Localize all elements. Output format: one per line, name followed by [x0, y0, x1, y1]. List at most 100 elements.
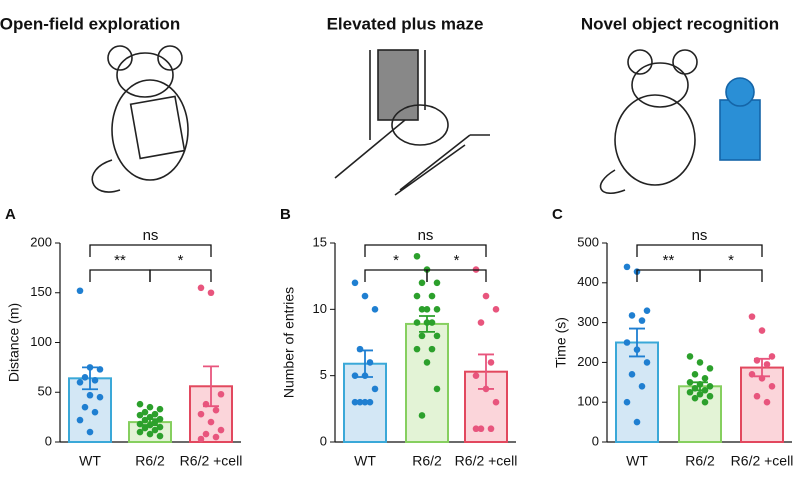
significance-label: * — [393, 252, 399, 269]
data-point — [351, 398, 359, 406]
y-tick-label: 0 — [45, 433, 52, 448]
data-point — [76, 379, 84, 386]
data-point — [701, 375, 709, 382]
data-point — [91, 377, 99, 384]
data-point — [428, 319, 436, 326]
data-point — [418, 306, 426, 313]
data-point — [686, 379, 694, 386]
panel-label: C — [552, 206, 563, 223]
data-point — [643, 307, 651, 314]
data-point — [768, 382, 776, 390]
data-point — [217, 390, 225, 398]
data-point — [477, 425, 485, 433]
data-point — [351, 372, 359, 379]
chart-title: Novel object recognition — [581, 14, 779, 33]
data-point — [197, 435, 205, 443]
data-point — [706, 365, 714, 372]
x-tick-label: R6/2 +cell — [731, 453, 794, 469]
data-point — [197, 284, 205, 292]
data-point — [413, 319, 421, 326]
data-point — [356, 345, 364, 353]
panel-label: B — [280, 206, 291, 223]
y-axis-label: Time (s) — [553, 317, 569, 368]
data-point — [151, 418, 159, 426]
y-tick-label: 500 — [577, 234, 599, 249]
y-tick-label: 200 — [577, 354, 599, 369]
data-point — [748, 371, 756, 378]
bar — [464, 370, 508, 444]
significance-bracket — [426, 269, 487, 282]
significance-label: ** — [663, 252, 675, 269]
significance-label: * — [728, 252, 734, 269]
x-tick-label: WT — [354, 453, 376, 469]
significance-label: ns — [143, 227, 159, 244]
data-point — [472, 372, 480, 379]
y-tick-label: 0 — [592, 433, 599, 448]
data-point — [86, 428, 94, 436]
data-point — [768, 353, 776, 360]
data-point — [628, 371, 636, 378]
y-tick-label: 200 — [30, 234, 52, 249]
data-point — [753, 357, 761, 364]
significance-label: ** — [114, 252, 126, 269]
data-point — [76, 416, 84, 424]
significance-bracket — [89, 244, 212, 257]
data-point — [758, 375, 766, 382]
y-tick-label: 5 — [320, 367, 327, 382]
data-point — [482, 385, 490, 393]
data-point — [753, 392, 761, 400]
data-point — [146, 413, 154, 421]
data-point — [628, 312, 636, 319]
data-point — [418, 332, 426, 340]
x-tick-label: R6/2 — [685, 453, 715, 469]
y-axis-label: Distance (m) — [6, 303, 22, 382]
data-point — [136, 400, 144, 408]
y-tick-label: 100 — [30, 334, 52, 349]
x-tick-label: WT — [626, 453, 648, 469]
data-point — [156, 423, 164, 431]
data-point — [91, 408, 99, 416]
data-point — [361, 292, 369, 300]
data-point — [136, 420, 144, 428]
data-point — [763, 398, 771, 406]
data-point — [428, 292, 436, 300]
data-point — [748, 313, 756, 320]
y-tick-label: 150 — [30, 284, 52, 299]
data-point — [361, 398, 369, 406]
data-point — [81, 374, 89, 381]
data-point — [371, 385, 379, 393]
data-point — [202, 430, 210, 438]
data-point — [202, 400, 210, 408]
y-tick-label: 50 — [38, 384, 52, 399]
data-point — [433, 332, 441, 340]
data-point — [86, 364, 94, 371]
data-point — [81, 403, 89, 411]
chart-title: Open-field exploration — [0, 14, 180, 33]
data-point — [141, 408, 149, 416]
significance-bracket — [636, 244, 763, 257]
data-point — [146, 403, 154, 411]
data-point — [706, 392, 714, 400]
data-point — [146, 430, 154, 438]
data-point — [472, 425, 480, 433]
data-point — [141, 424, 149, 432]
data-point — [633, 346, 641, 353]
data-point — [763, 361, 771, 368]
data-point — [643, 359, 651, 366]
data-point — [366, 398, 374, 406]
data-point — [366, 359, 374, 366]
mouse-lego-sketch — [599, 49, 761, 195]
y-tick-label: 400 — [577, 274, 599, 289]
panel-label: A — [5, 206, 16, 223]
significance-bracket — [364, 244, 487, 257]
data-point — [86, 391, 94, 399]
y-tick-label: 100 — [577, 394, 599, 409]
data-point — [136, 411, 144, 419]
data-point — [423, 306, 431, 313]
data-point — [487, 359, 495, 366]
data-point — [686, 353, 694, 360]
significance-label: * — [178, 252, 184, 269]
data-point — [96, 366, 104, 373]
data-point — [487, 425, 495, 433]
